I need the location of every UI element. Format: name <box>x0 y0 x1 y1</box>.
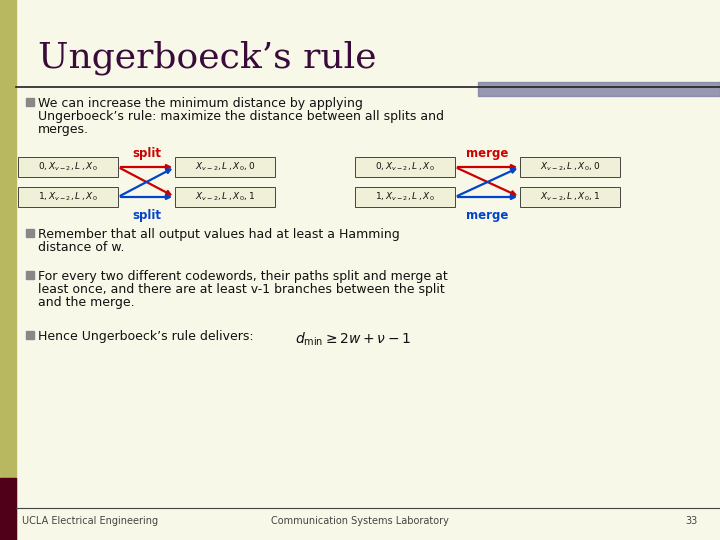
Text: Hence Ungerboeck’s rule delivers:: Hence Ungerboeck’s rule delivers: <box>38 330 253 343</box>
Text: and the merge.: and the merge. <box>38 296 135 309</box>
Text: Ungerboeck’s rule: maximize the distance between all splits and: Ungerboeck’s rule: maximize the distance… <box>38 110 444 123</box>
Text: $X_{v-2},L\,,X_0,1$: $X_{v-2},L\,,X_0,1$ <box>540 191 600 203</box>
FancyBboxPatch shape <box>520 187 620 207</box>
Text: $d_{\rm min} \geq 2w+\nu-1$: $d_{\rm min} \geq 2w+\nu-1$ <box>295 331 411 348</box>
Text: $1,X_{v-2},L\,,X_0$: $1,X_{v-2},L\,,X_0$ <box>375 191 435 203</box>
Text: least once, and there are at least v-1 branches between the split: least once, and there are at least v-1 b… <box>38 283 445 296</box>
Text: $X_{v-2},L\,,X_0,0$: $X_{v-2},L\,,X_0,0$ <box>540 161 600 173</box>
Text: $X_{v-2},L\,,X_0,1$: $X_{v-2},L\,,X_0,1$ <box>195 191 255 203</box>
Bar <box>26 98 34 106</box>
Text: Ungerboeck’s rule: Ungerboeck’s rule <box>38 40 377 75</box>
Text: We can increase the minimum distance by applying: We can increase the minimum distance by … <box>38 97 363 110</box>
Text: split: split <box>132 146 161 159</box>
FancyBboxPatch shape <box>18 157 118 177</box>
Text: $X_{v-2},L\,,X_0,0$: $X_{v-2},L\,,X_0,0$ <box>195 161 255 173</box>
Text: Communication Systems Laboratory: Communication Systems Laboratory <box>271 516 449 526</box>
Text: UCLA Electrical Engineering: UCLA Electrical Engineering <box>22 516 158 526</box>
Bar <box>26 331 34 339</box>
Bar <box>0 0 16 540</box>
FancyBboxPatch shape <box>18 187 118 207</box>
Text: For every two different codewords, their paths split and merge at: For every two different codewords, their… <box>38 270 448 283</box>
Text: split: split <box>132 208 161 221</box>
FancyBboxPatch shape <box>355 157 455 177</box>
Text: merge: merge <box>467 146 509 159</box>
FancyBboxPatch shape <box>175 187 275 207</box>
Bar <box>0 478 16 540</box>
Bar <box>478 82 720 96</box>
Text: merge: merge <box>467 208 509 221</box>
Text: $1,X_{v-2},L\,,X_0$: $1,X_{v-2},L\,,X_0$ <box>38 191 98 203</box>
Bar <box>26 271 34 279</box>
Text: distance of w.: distance of w. <box>38 241 125 254</box>
Text: merges.: merges. <box>38 123 89 136</box>
Text: 33: 33 <box>685 516 698 526</box>
Text: Remember that all output values had at least a Hamming: Remember that all output values had at l… <box>38 228 400 241</box>
FancyBboxPatch shape <box>175 157 275 177</box>
Text: $0,X_{v-2},L\,,X_0$: $0,X_{v-2},L\,,X_0$ <box>375 161 435 173</box>
Bar <box>26 229 34 237</box>
Text: $0,X_{v-2},L\,,X_0$: $0,X_{v-2},L\,,X_0$ <box>38 161 98 173</box>
FancyBboxPatch shape <box>520 157 620 177</box>
FancyBboxPatch shape <box>355 187 455 207</box>
